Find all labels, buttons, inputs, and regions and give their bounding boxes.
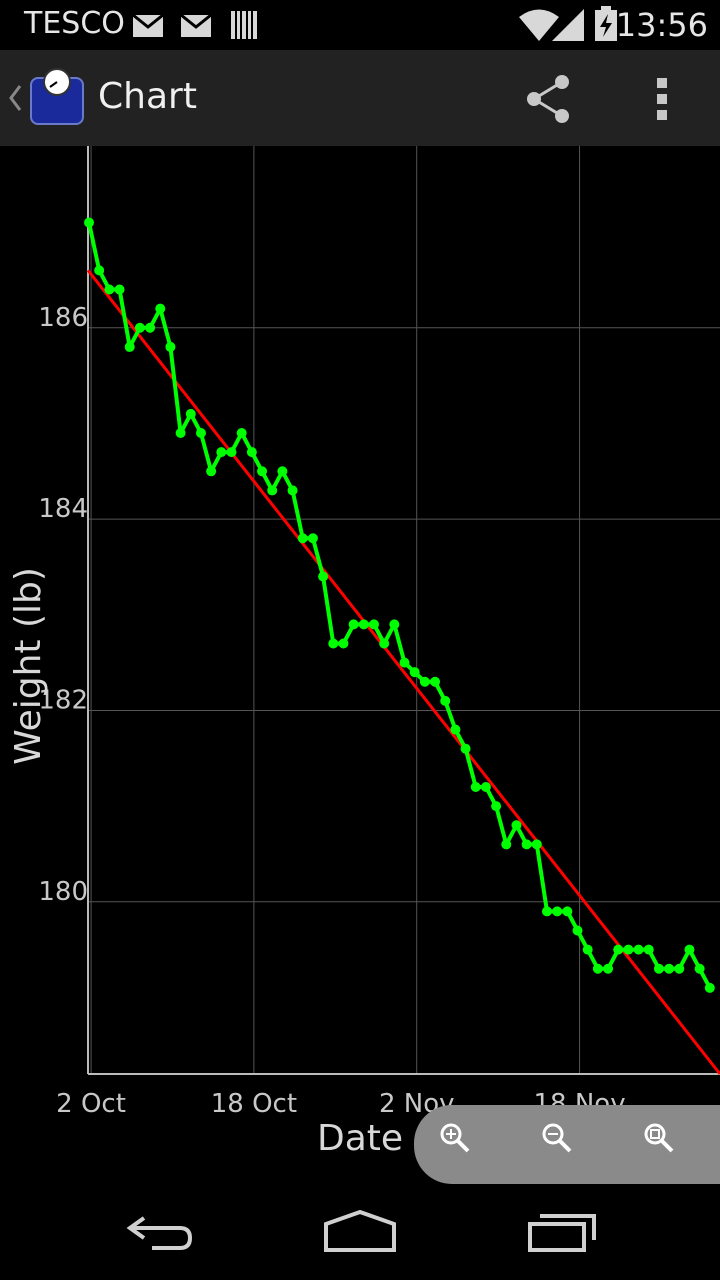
signal-icon [552, 9, 584, 41]
y-tick-label: 186 [38, 303, 88, 333]
y-axis-title: Weight (lb) [8, 567, 49, 765]
weight-data-point [430, 676, 441, 687]
app-scale-icon [30, 68, 84, 125]
weight-data-point [531, 839, 542, 850]
weight-data-point [501, 839, 512, 850]
weight-data-point [562, 906, 573, 917]
x-tick-label: 2 Oct [56, 1089, 126, 1119]
carrier-name: TESCO [24, 6, 125, 41]
weight-data-point [592, 963, 603, 974]
weight-data-point [236, 428, 247, 439]
weight-data-point [674, 963, 685, 974]
weight-data-point [185, 408, 196, 419]
screen-title: Chart [98, 76, 197, 117]
weight-data-point [206, 466, 217, 477]
weight-data-point [704, 982, 715, 993]
weight-data-point [318, 571, 329, 582]
weight-data-point [582, 944, 593, 955]
weight-data-point [541, 906, 552, 917]
weight-data-point [155, 303, 166, 314]
weight-data-point [419, 676, 430, 687]
wifi-icon [519, 9, 559, 41]
weight-data-point [460, 743, 471, 754]
weight-data-point [358, 619, 369, 630]
y-tick-label: 184 [38, 494, 88, 524]
x-axis-title: Date [317, 1118, 403, 1159]
barcode-icon [231, 11, 257, 39]
y-tick-label: 182 [38, 685, 88, 715]
recents-icon[interactable] [526, 1206, 598, 1256]
weight-data-point [480, 781, 491, 792]
weight-data-point [379, 638, 390, 649]
weight-data-point [114, 284, 125, 295]
weight-data-point [257, 466, 268, 477]
weight-data-point [94, 265, 105, 276]
weight-data-point [348, 619, 359, 630]
weight-data-point [450, 724, 461, 735]
zoom-in-icon[interactable] [436, 1119, 476, 1159]
x-tick-label: 18 Oct [211, 1089, 297, 1119]
weight-data-point [440, 695, 451, 706]
weight-data-point [104, 284, 115, 295]
weight-data-point [491, 801, 502, 812]
weight-data-point [572, 925, 583, 936]
back-chevron-icon [9, 85, 22, 111]
weight-data-point [338, 638, 349, 649]
weight-data-point [684, 944, 695, 955]
weight-data-point [399, 657, 410, 668]
mail-icon [180, 14, 212, 37]
weight-data-point [664, 963, 675, 974]
weight-data-point [470, 781, 481, 792]
weight-data-point [521, 839, 532, 850]
navigation-bar [0, 1186, 720, 1280]
weight-data-point [134, 322, 145, 333]
weight-data-point [307, 533, 318, 544]
action-bar: Chart [0, 50, 720, 146]
y-tick-label: 180 [38, 877, 88, 907]
status-bar: TESCO 13:56 [0, 0, 720, 50]
share-icon[interactable] [524, 74, 574, 124]
weight-data-point [297, 533, 308, 544]
weight-series-line [87, 222, 712, 989]
weight-data-point [124, 341, 135, 352]
weight-data-point [195, 428, 206, 439]
weight-data-point [409, 667, 420, 678]
weight-data-point [246, 447, 257, 458]
weight-data-point [368, 619, 379, 630]
weight-chart[interactable]: 2 Oct 18 Oct 2 Nov 18 Nov180182184186DateWe… [0, 146, 720, 1186]
weight-data-point [277, 466, 288, 477]
weight-data-point [613, 944, 624, 955]
overflow-menu-icon[interactable] [654, 76, 670, 122]
weight-data-point [511, 820, 522, 831]
back-icon[interactable] [124, 1206, 196, 1256]
weight-data-point [226, 447, 237, 458]
weight-data-point [328, 638, 339, 649]
up-navigation[interactable] [0, 50, 90, 146]
battery-charging-icon [595, 6, 617, 41]
weight-data-point [603, 963, 614, 974]
weight-data-point [694, 963, 705, 974]
weight-data-point [653, 963, 664, 974]
home-icon[interactable] [322, 1206, 398, 1256]
trend-line [86, 269, 720, 1075]
weight-data-point [216, 447, 227, 458]
mail-icon [132, 14, 164, 37]
weight-data-point [145, 322, 156, 333]
clock: 13:56 [615, 6, 708, 44]
weight-data-point [633, 944, 644, 955]
zoom-out-icon[interactable] [538, 1119, 578, 1159]
weight-data-point [552, 906, 563, 917]
weight-data-point [267, 485, 278, 496]
zoom-reset-icon[interactable] [640, 1119, 680, 1159]
weight-data-point [389, 619, 400, 630]
weight-data-point [84, 217, 95, 228]
weight-data-point [175, 428, 186, 439]
weight-data-point [287, 485, 298, 496]
weight-data-point [643, 944, 654, 955]
zoom-controls [414, 1105, 720, 1184]
weight-data-point [623, 944, 634, 955]
weight-data-point [165, 341, 176, 352]
